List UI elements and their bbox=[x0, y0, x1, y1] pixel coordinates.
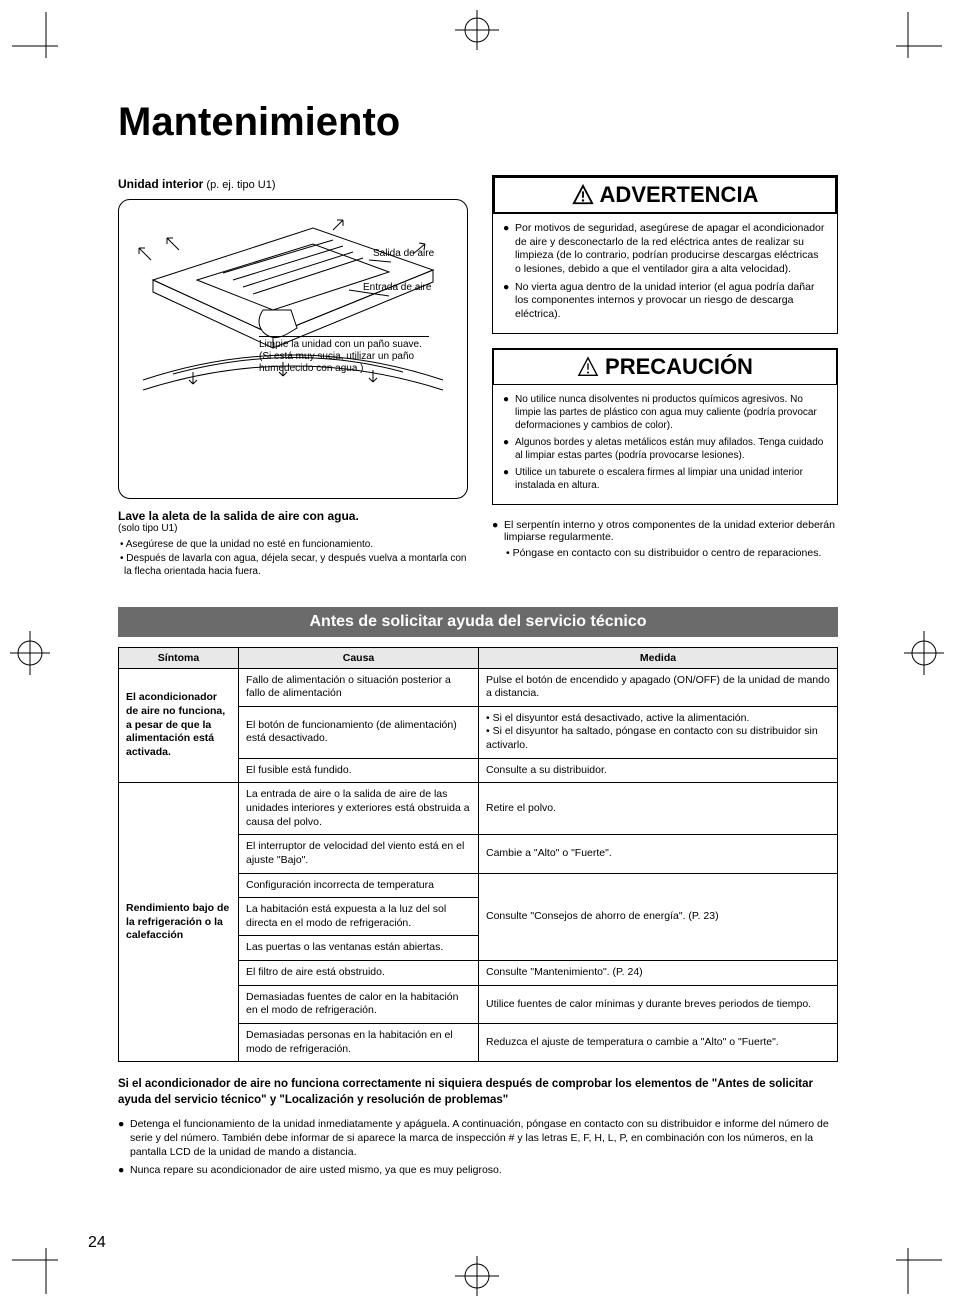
cause-cell: El botón de funcionamiento (de alimentac… bbox=[239, 706, 479, 758]
caution-box: PRECAUCIÓN ●No utilice nunca disolventes… bbox=[492, 348, 838, 505]
measure-cell: Utilice fuentes de calor mínimas y duran… bbox=[479, 985, 838, 1023]
cause-cell: Demasiadas personas en la habitación en … bbox=[239, 1024, 479, 1062]
cause-cell: El fusible está fundido. bbox=[239, 758, 479, 783]
troubleshoot-table: Síntoma Causa Medida El acondicionador d… bbox=[118, 647, 838, 1063]
right-column: ADVERTENCIA ●Por motivos de seguridad, a… bbox=[492, 175, 838, 579]
symptom-cell: El acondicionador de aire no funciona, a… bbox=[119, 668, 239, 783]
coil-note-sub: • Póngase en contacto con su distribuido… bbox=[492, 547, 838, 559]
final-item: Nunca repare su acondicionador de aire u… bbox=[130, 1163, 502, 1177]
page-number: 24 bbox=[88, 1234, 106, 1252]
warning-box: ADVERTENCIA ●Por motivos de seguridad, a… bbox=[492, 175, 838, 334]
final-item: Detenga el funcionamiento de la unidad i… bbox=[130, 1117, 838, 1160]
caution-item: Algunos bordes y aletas metálicos están … bbox=[515, 436, 827, 462]
measure-cell: Cambie a "Alto" o "Fuerte". bbox=[479, 835, 838, 873]
measure-cell: Consulte "Consejos de ahorro de energía"… bbox=[479, 873, 838, 961]
label-air-inlet: Entrada de aire bbox=[363, 282, 453, 294]
warning-heading: ADVERTENCIA bbox=[493, 176, 837, 214]
measure-cell: Retire el polvo. bbox=[479, 783, 838, 835]
wash-list: • Asegúrese de que la unidad no esté en … bbox=[118, 538, 468, 579]
label-air-outlet: Salida de aire bbox=[373, 248, 453, 260]
page-title: Mantenimiento bbox=[118, 100, 838, 145]
ac-unit-illustration bbox=[129, 210, 457, 430]
measure-cell: Reduzca el ajuste de temperatura o cambi… bbox=[479, 1024, 838, 1062]
warning-item: No vierta agua dentro de la unidad inter… bbox=[515, 281, 827, 322]
wash-item: • Asegúrese de que la unidad no esté en … bbox=[118, 538, 468, 552]
wash-item: • Después de lavarla con agua, déjela se… bbox=[118, 552, 468, 579]
section-band: Antes de solicitar ayuda del servicio té… bbox=[118, 607, 838, 637]
label-cleaning-instruction: Limpie la unidad con un paño suave. (Si … bbox=[259, 336, 429, 375]
measure-cell: Consulte a su distribuidor. bbox=[479, 758, 838, 783]
symptom-cell: Rendimiento bajo de la refrigeración o l… bbox=[119, 783, 239, 1062]
unit-heading: Unidad interior bbox=[118, 177, 203, 191]
coil-note: ●El serpentín interno y otros componente… bbox=[492, 519, 838, 559]
col-symptom: Síntoma bbox=[119, 647, 239, 668]
cause-cell: La habitación está expuesta a la luz del… bbox=[239, 898, 479, 936]
caution-heading: PRECAUCIÓN bbox=[493, 349, 837, 385]
caution-item: Utilice un taburete o escalera firmes al… bbox=[515, 466, 827, 492]
measure-cell: Consulte "Mantenimiento". (P. 24) bbox=[479, 961, 838, 986]
final-heading: Si el acondicionador de aire no funciona… bbox=[118, 1076, 838, 1108]
caution-item: No utilice nunca disolventes ni producto… bbox=[515, 393, 827, 432]
warning-icon bbox=[572, 184, 594, 206]
measure-cell: Pulse el botón de encendido y apagado (O… bbox=[479, 668, 838, 706]
coil-note-text: El serpentín interno y otros componentes… bbox=[504, 519, 838, 543]
measure-cell: • Si el disyuntor está desactivado, acti… bbox=[479, 706, 838, 758]
caution-icon bbox=[577, 356, 599, 378]
col-measure: Medida bbox=[479, 647, 838, 668]
final-list: ●Detenga el funcionamiento de la unidad … bbox=[118, 1117, 838, 1178]
wash-type-note: (solo tipo U1) bbox=[118, 523, 468, 534]
cause-cell: Fallo de alimentación o situación poster… bbox=[239, 668, 479, 706]
caution-title: PRECAUCIÓN bbox=[605, 354, 753, 380]
left-column: Unidad interior (p. ej. tipo U1) bbox=[118, 175, 468, 579]
wash-heading: Lave la aleta de la salida de aire con a… bbox=[118, 509, 468, 523]
cause-cell: La entrada de aire o la salida de aire d… bbox=[239, 783, 479, 835]
cause-cell: El filtro de aire está obstruido. bbox=[239, 961, 479, 986]
cause-cell: Configuración incorrecta de temperatura bbox=[239, 873, 479, 898]
col-cause: Causa bbox=[239, 647, 479, 668]
unit-diagram: Salida de aire Entrada de aire Limpie la… bbox=[118, 199, 468, 499]
cause-cell: El interruptor de velocidad del viento e… bbox=[239, 835, 479, 873]
page-content: Mantenimiento Unidad interior (p. ej. ti… bbox=[118, 100, 838, 1181]
warning-item: Por motivos de seguridad, asegúrese de a… bbox=[515, 222, 827, 277]
warning-title: ADVERTENCIA bbox=[600, 182, 759, 208]
cause-cell: Demasiadas fuentes de calor en la habita… bbox=[239, 985, 479, 1023]
cause-cell: Las puertas o las ventanas están abierta… bbox=[239, 936, 479, 961]
unit-heading-note: (p. ej. tipo U1) bbox=[203, 179, 275, 191]
